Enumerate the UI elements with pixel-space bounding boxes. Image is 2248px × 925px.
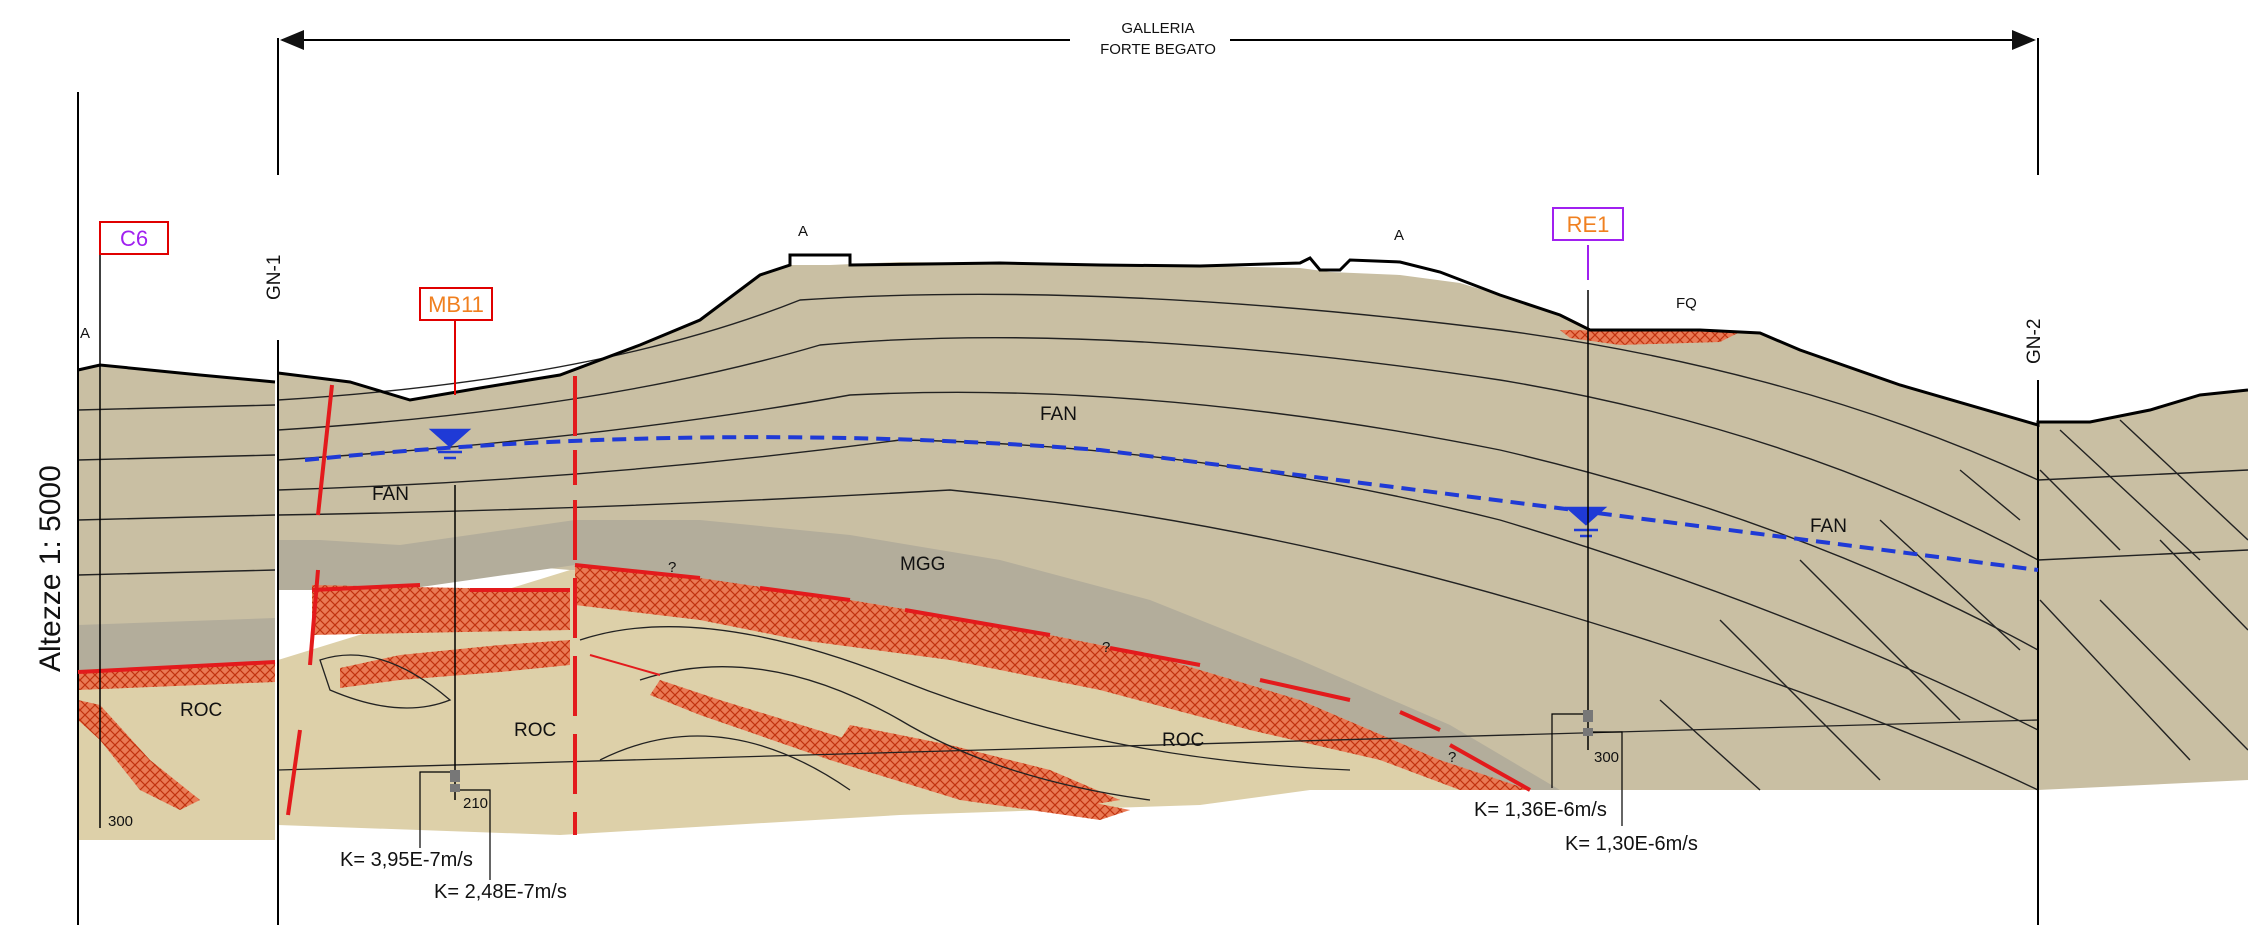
roc-main-fill [278,570,1560,835]
formation-label-fan-1: FAN [1040,404,1077,425]
annotation-a-1: A [80,325,90,342]
header-line2: FORTE BEGATO [1100,41,1216,58]
hatch-zone-fq [1560,330,1740,345]
formation-label-roc-2: ROC [514,720,556,741]
roc-base-fill [78,665,275,840]
hatch-zone-1 [78,700,200,810]
question-mark-3: ? [1448,749,1456,766]
borehole-re1-depth: 300 [1594,749,1619,766]
formation-label-fq: FQ [1676,295,1697,312]
borehole-mb11-depth: 210 [463,795,488,812]
water-level-icon-re1 [1564,506,1608,538]
mgg-fill-left [78,618,275,675]
ground-surface-line [77,253,2248,427]
borehole-mb11[interactable]: MB11 210 [419,287,493,880]
scale-label: Altezze 1: 5000 [34,465,67,672]
permeability-label-3: K= 1,36E-6m/s [1474,799,1607,821]
borehole-mb11-label: MB11 [428,292,484,317]
permeability-label-4: K= 1,30E-6m/s [1565,833,1698,855]
question-mark-2: ? [1102,639,1110,656]
formation-label-mgg: MGG [900,554,945,575]
annotation-a-3: A [1394,227,1404,244]
permeability-label-2: K= 2,48E-7m/s [434,881,567,903]
water-table-line [304,435,2039,572]
hatch-zone-3 [312,585,570,635]
formation-label-fan-3: FAN [1810,516,1847,537]
borehole-c6-label: C6 [120,226,148,251]
hatch-zone-5 [575,565,1530,790]
fan-fill-main [278,262,2038,790]
permeability-label-1: K= 3,95E-7m/s [340,849,473,871]
formation-label-fan-2: FAN [372,484,409,505]
hatch-zone-2 [78,662,275,690]
hatch-zone-6 [650,680,1130,820]
borehole-c6-depth: 300 [108,813,133,830]
borehole-c6[interactable]: C6 300 [99,221,169,830]
header-line1: GALLERIA [1121,20,1194,37]
question-mark-1: ? [668,559,676,576]
hatch-zone-7 [840,725,1120,805]
mgg-fill-main [278,520,1560,790]
section-marker-gn1: GN-1 [264,255,285,300]
bedding-lines [77,293,2248,791]
roc-fold-lines [277,626,2039,801]
annotation-a-2: A [798,223,808,240]
fan-fill-left [78,365,275,630]
header-label-bg [1070,16,1230,62]
section-marker-gn2: GN-2 [2024,319,2045,364]
fan-fill-right [2038,390,2248,790]
joint-lines-right [1659,419,2248,791]
formation-label-roc-3: ROC [1162,730,1204,751]
fault-lines [77,376,1531,835]
borehole-re1[interactable]: RE1 300 [1551,207,1624,826]
formation-label-roc-1: ROC [180,700,222,721]
borehole-re1-label: RE1 [1567,212,1610,237]
water-level-icon-mb11 [428,428,472,460]
